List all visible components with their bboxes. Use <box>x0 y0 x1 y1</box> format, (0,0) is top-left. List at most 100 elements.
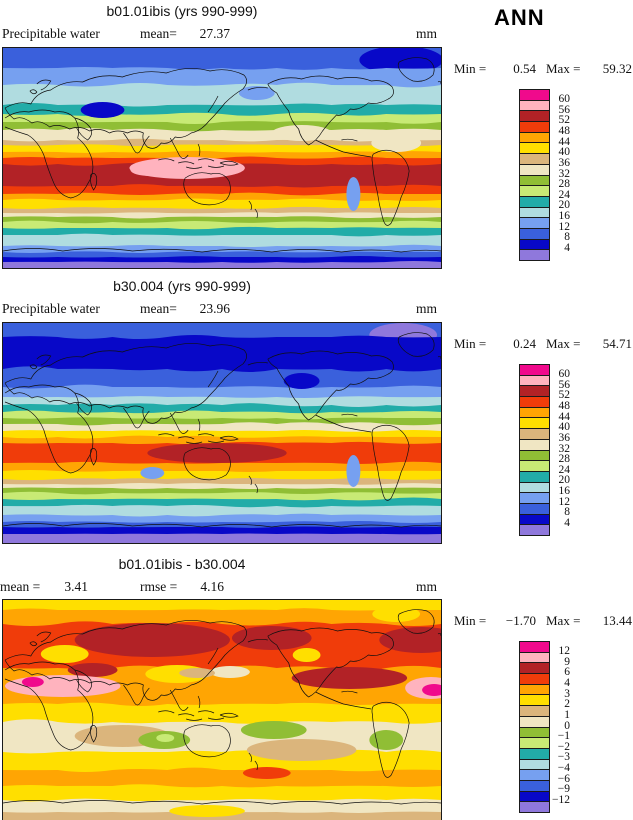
colorbar-cell <box>520 460 549 471</box>
colorbar-cell <box>520 99 549 111</box>
colorbar-cell <box>520 513 549 525</box>
colorbar-label: 44 <box>558 410 571 423</box>
colorbar-cell <box>520 238 549 250</box>
colorbar-cell <box>520 737 549 748</box>
colorbar-cell <box>520 470 549 482</box>
mean-label: mean = <box>0 579 41 594</box>
units-label: mm <box>415 26 437 41</box>
colorbar-label: 0 <box>564 719 570 732</box>
map-precipitable-water-case-b <box>2 322 442 544</box>
colorbar-cell <box>520 747 549 759</box>
mean-label: mean= <box>140 26 177 41</box>
colorbar-label: −2 <box>557 740 570 753</box>
colorbar-label: 52 <box>558 389 571 402</box>
min-label: Min = <box>454 613 487 628</box>
max-label: Max = <box>546 613 581 628</box>
colorbar-cell <box>520 438 549 450</box>
colorbar-label: 60 <box>558 93 571 106</box>
colorbar-cell <box>520 396 549 407</box>
colorbar-cell <box>520 502 549 514</box>
map-precipitable-water-difference <box>2 599 442 820</box>
contour-map-svg <box>3 323 441 543</box>
max-value: 54.71 <box>602 336 632 351</box>
units-label: mm <box>415 579 437 594</box>
colorbar-label: 3 <box>564 687 570 700</box>
colorbar-cell <box>520 492 549 503</box>
colorbar-label: 48 <box>558 400 571 412</box>
colorbar-label: 40 <box>558 146 571 159</box>
rmse-label: rmse = <box>140 579 178 594</box>
colorbar-label: 4 <box>564 516 570 529</box>
mean-label: mean= <box>140 301 177 316</box>
colorbar-label: 60 <box>558 368 571 381</box>
colorbar-cell <box>520 406 549 418</box>
legend-case-a: Min = 0.54 Max = 59.32 60 56 52 48 44 40 36 32 2… <box>450 61 633 277</box>
min-label: Min = <box>454 61 487 76</box>
colorbar-cell <box>520 715 549 727</box>
min-label: Min = <box>454 336 487 351</box>
colorbar-label: −1 <box>557 730 570 743</box>
max-label: Max = <box>546 61 581 76</box>
colorbar-label: 12 <box>558 220 571 233</box>
season-label: ANN <box>494 5 545 30</box>
colorbar-label: −12 <box>552 793 570 806</box>
colorbar-label: 40 <box>558 421 571 434</box>
colorbar-label: 12 <box>558 645 571 658</box>
colorbar-label: 52 <box>558 114 571 127</box>
colorbar-cell <box>520 769 549 780</box>
min-value: −1.70 <box>505 613 536 628</box>
contour-map-svg <box>3 600 441 820</box>
colorbar-labels: 60 56 52 48 44 40 36 32 28 24 20 16 12 8 4 <box>550 364 571 534</box>
colorbar-label: 24 <box>558 188 571 201</box>
max-value: 13.44 <box>602 613 632 628</box>
colorbar-cell <box>520 683 549 695</box>
colorbar-cell <box>520 163 549 175</box>
colorbar-cell <box>520 195 549 207</box>
contour-map-svg <box>3 48 441 268</box>
colorbar-label: −4 <box>557 762 570 774</box>
colorbar-label: 16 <box>558 210 571 222</box>
colorbar-cell <box>520 90 549 100</box>
max-value: 59.32 <box>602 61 632 76</box>
colorbar-labels: 12 9 6 4 3 2 1 0 −1 −2 −3 −4 −6 −9 −12 <box>550 641 570 811</box>
colorbar-cell <box>520 673 549 684</box>
map-precipitable-water-case-a <box>2 47 442 269</box>
colorbar-cell <box>520 705 549 716</box>
colorbar-cell <box>520 779 549 791</box>
colorbar-cell <box>520 726 549 738</box>
stats-row: mean = 3.41 rmse = 4.16 mm <box>0 579 445 596</box>
colorbar-cell <box>520 365 549 375</box>
colorbar-label: 44 <box>558 135 571 148</box>
rmse-value: 4.16 <box>200 579 224 594</box>
colorbar-cell <box>520 417 549 429</box>
legend-difference: Min = −1.70 Max = 13.44 12 9 6 4 3 2 1 0 −1 −2 −3−… <box>450 613 633 820</box>
colorbar-cell <box>520 428 549 439</box>
colorbar-label: 8 <box>564 231 570 244</box>
colorbar-cell <box>520 110 549 122</box>
colorbar-cell <box>520 524 549 535</box>
colorbar-cell <box>520 206 549 218</box>
panel-title: b30.004 (yrs 990-999) <box>113 278 251 294</box>
colorbar-label: 48 <box>558 125 571 137</box>
panel-title: b01.01ibis (yrs 990-999) <box>106 3 258 19</box>
colorbar-label: 20 <box>558 199 571 212</box>
colorbar-cell <box>520 449 549 461</box>
colorbar-label: 32 <box>558 167 571 180</box>
colorbar-label: 16 <box>558 485 571 497</box>
colorbar-label: 12 <box>558 495 571 508</box>
variable-label: Precipitable water <box>2 26 100 41</box>
mean-value: 23.96 <box>199 301 230 316</box>
colorbar-cell <box>520 374 549 386</box>
colorbar-labels: 60 56 52 48 44 40 36 32 28 24 20 16 12 8 4 <box>550 89 571 259</box>
colorbar-cell <box>520 249 549 260</box>
colorbar-cell <box>520 801 549 812</box>
colorbar-cell <box>520 758 549 770</box>
units-label: mm <box>415 301 437 316</box>
stats-row: Precipitable water mean= 23.96 mm <box>0 301 445 318</box>
colorbar-label: 8 <box>564 506 570 519</box>
colorbar-cell <box>520 142 549 154</box>
colorbar-label: 20 <box>558 474 571 487</box>
colorbar <box>519 364 550 536</box>
colorbar-cell <box>520 121 549 132</box>
